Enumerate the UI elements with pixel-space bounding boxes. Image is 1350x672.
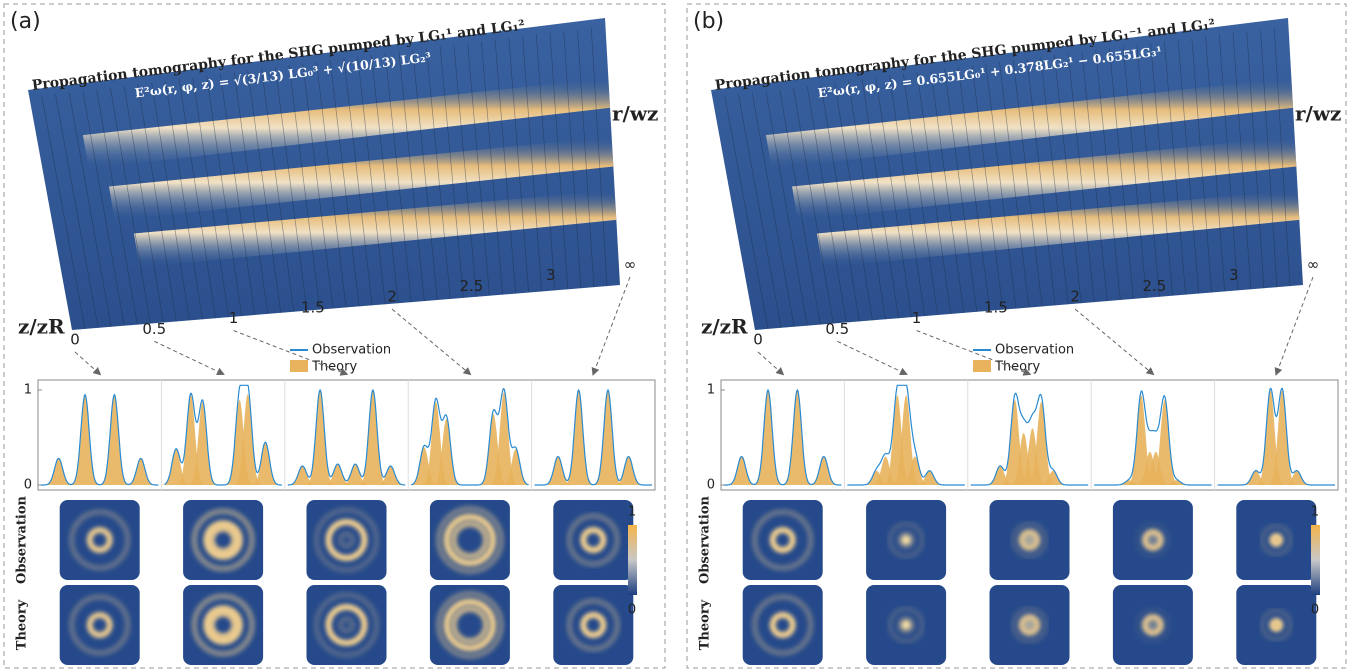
legend-label: Theory: [994, 360, 1040, 375]
legend-swatch: [973, 360, 991, 372]
colorbar-tick-label: 0: [628, 603, 636, 618]
z-axis-label: z/zR: [18, 315, 65, 339]
z-axis-label: z/zR: [701, 315, 748, 339]
arrow: [75, 352, 100, 374]
z-tick-label: 1: [229, 309, 239, 327]
panel: (a)Propagation tomography for the SHG pu…: [10, 9, 658, 665]
beam-core: [1148, 620, 1158, 630]
panel-label: (a): [10, 9, 41, 34]
row-label: Theory: [698, 599, 713, 650]
legend-swatch: [290, 360, 308, 372]
row-label: Theory: [15, 599, 30, 650]
row-label: Observation: [15, 496, 30, 584]
z-tick-label: 2: [1070, 288, 1080, 306]
legend-label: Theory: [311, 360, 357, 375]
colorbar: [1311, 525, 1320, 595]
arrow: [154, 341, 223, 374]
z-tick-label: 1.5: [984, 298, 1008, 316]
legend-label: Observation: [312, 343, 391, 358]
arrow: [392, 309, 470, 374]
y-tick-label: 1: [24, 383, 32, 398]
z-tick-label: 0: [753, 331, 763, 349]
colorbar-tick-label: 1: [628, 505, 636, 520]
r-axis-label: r/wz: [612, 102, 658, 126]
arrow: [593, 277, 630, 374]
y-tick-label: 0: [24, 478, 32, 493]
z-tick-label: 2: [387, 288, 397, 306]
z-tick-label: 1.5: [301, 298, 325, 316]
beam-core: [1025, 620, 1035, 630]
figure: (a)Propagation tomography for the SHG pu…: [0, 0, 1350, 672]
z-tick-label: 2.5: [1142, 277, 1166, 295]
colorbar: [628, 525, 637, 595]
z-tick-label: ∞: [624, 256, 637, 274]
beam-image: [430, 500, 510, 580]
y-tick-label: 0: [707, 478, 715, 493]
r-axis-label: r/wz: [1295, 102, 1341, 126]
z-tick-label: 2.5: [459, 277, 483, 295]
row-label: Observation: [698, 496, 713, 584]
panel: (b)Propagation tomography for the SHG pu…: [693, 9, 1341, 665]
panel-label: (b): [693, 9, 724, 34]
beam-image: [553, 500, 633, 580]
beam-image: [553, 585, 633, 665]
z-tick-label: 0.5: [142, 320, 166, 338]
beam-core: [1025, 535, 1035, 545]
beam-core: [1148, 535, 1158, 545]
arrow: [1075, 309, 1153, 374]
beam-image: [1236, 585, 1316, 665]
arrow: [1276, 277, 1313, 374]
beam-image: [1236, 500, 1316, 580]
legend-label: Observation: [995, 343, 1074, 358]
colorbar-tick-label: 1: [1311, 505, 1319, 520]
colorbar-tick-label: 0: [1311, 603, 1319, 618]
y-tick-label: 1: [707, 383, 715, 398]
z-tick-label: 3: [546, 266, 556, 284]
z-tick-label: 1: [912, 309, 922, 327]
arrow: [758, 352, 783, 374]
z-tick-label: 3: [1229, 266, 1239, 284]
arrow: [837, 341, 906, 374]
z-tick-label: 0.5: [825, 320, 849, 338]
z-tick-label: ∞: [1307, 256, 1320, 274]
z-tick-label: 0: [70, 331, 80, 349]
beam-image: [430, 585, 510, 665]
